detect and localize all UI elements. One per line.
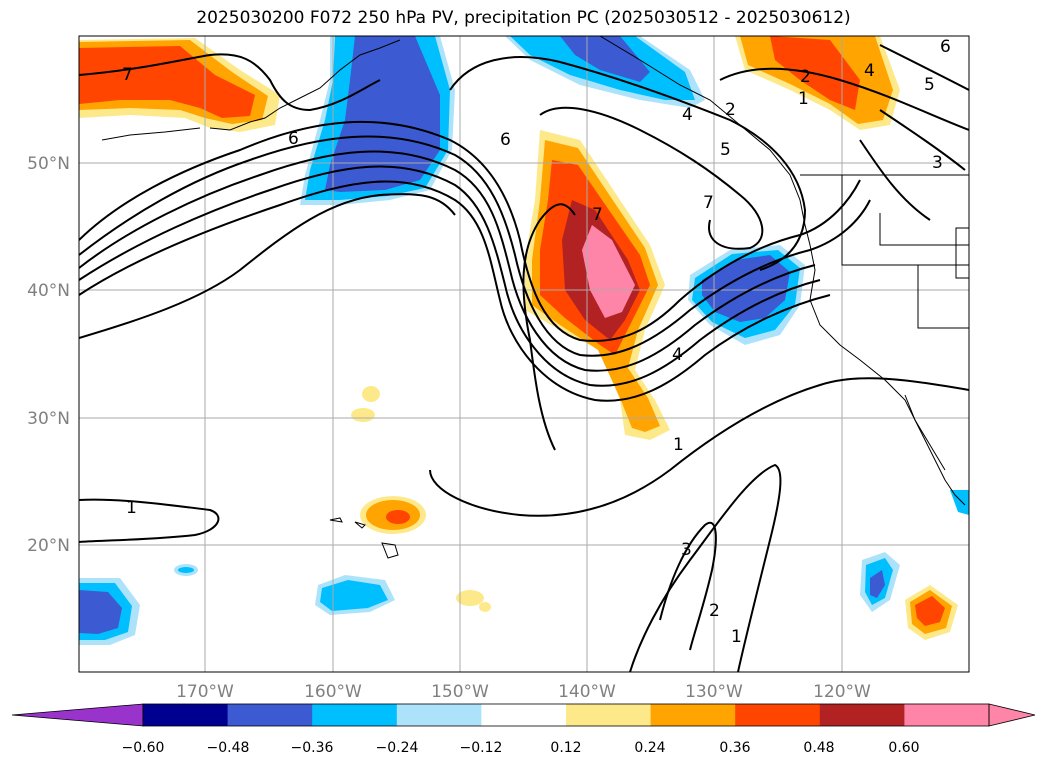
- contour-label: 2: [725, 100, 736, 120]
- pv-contours: [79, 44, 969, 672]
- contour-label: 4: [672, 345, 683, 365]
- contour-label: 1: [673, 435, 684, 455]
- precip-anomaly-southeast: [860, 490, 969, 640]
- contour-label: 2: [709, 601, 720, 621]
- colorbar-tick-label: 0.24: [634, 740, 665, 756]
- longitude-labels: 170°W 160°W 150°W 140°W 130°W 120°W: [176, 682, 871, 702]
- contour-label: 4: [864, 61, 875, 81]
- colorbar-segment: [566, 704, 652, 726]
- colorbar-tick-label: −0.24: [376, 740, 419, 756]
- colorbar-segment: [143, 704, 229, 726]
- lat-label-20n: 20°N: [27, 536, 70, 556]
- precip-anomaly-southwest: [79, 578, 140, 645]
- contour-label: 3: [932, 153, 943, 173]
- contour-label: 7: [122, 65, 133, 85]
- contour-label: 1: [731, 627, 742, 647]
- contour-label: 6: [500, 130, 511, 150]
- colorbar-tick-label: 0.36: [719, 740, 750, 756]
- colorbar-tick-label: 0.48: [803, 740, 834, 756]
- colorbar-segment: [312, 704, 398, 726]
- colorbar-segment: [481, 704, 567, 726]
- contour-label: 5: [720, 140, 731, 160]
- colorbar-tick-label: −0.36: [291, 740, 334, 756]
- contour-label: 1: [798, 89, 809, 109]
- colorbar-segment: [650, 704, 736, 726]
- lon-label-170w: 170°W: [176, 682, 234, 702]
- colorbar-extend-right: [988, 703, 1036, 727]
- gridlines: [79, 36, 969, 672]
- latitude-labels: 50°N 40°N 30°N 20°N: [27, 154, 70, 556]
- lon-label-140w: 140°W: [558, 682, 616, 702]
- colorbar-segment: [735, 704, 821, 726]
- precip-anomaly-central-strong: [525, 130, 670, 440]
- contour-label: 4: [682, 105, 693, 125]
- contour-label: 6: [288, 129, 299, 149]
- contour-labels: 7 6 6 7 7 4 1 1 3 2 1 2 4 5 3 1 2 4 5 6: [122, 37, 951, 647]
- contour-label: 3: [681, 540, 692, 560]
- lat-label-30n: 30°N: [27, 409, 70, 429]
- precip-anomaly-south-central: [315, 575, 395, 615]
- contour-label: 5: [924, 75, 935, 95]
- colorbar-outline: [142, 703, 990, 727]
- colorbar-segment: [396, 704, 482, 726]
- colorbar-tick-label: −0.12: [460, 740, 503, 756]
- precip-anomaly-northwest: [79, 38, 280, 132]
- contour-label: 6: [940, 37, 951, 57]
- colorbar-segment: [227, 704, 313, 726]
- lon-label-160w: 160°W: [304, 682, 362, 702]
- colorbar-segment: [819, 704, 905, 726]
- map-plot-area: 7 6 6 7 7 4 1 1 3 2 1 2 4 5 3 1 2 4 5 6: [78, 35, 970, 673]
- lat-label-50n: 50°N: [27, 154, 70, 174]
- colorbar-tick-label: −0.60: [122, 740, 165, 756]
- colorbar-extend-left: [11, 703, 144, 727]
- precip-anomaly-gulf-alaska: [505, 36, 705, 108]
- colorbar-tick-label: 0.12: [550, 740, 581, 756]
- colorbar-labels: −0.60 −0.48 −0.36 −0.24 −0.12 0.12 0.24 …: [122, 740, 920, 756]
- colorbar-tick-label: 0.60: [888, 740, 919, 756]
- contour-label: 1: [126, 498, 137, 518]
- map-title: 2025030200 F072 250 hPa PV, precipitatio…: [196, 8, 851, 28]
- contour-label: 7: [592, 205, 603, 225]
- colorbar-segment: [904, 704, 990, 726]
- lon-label-120w: 120°W: [813, 682, 871, 702]
- lat-label-40n: 40°N: [27, 281, 70, 301]
- colorbar-tick-label: −0.48: [207, 740, 250, 756]
- contour-label: 7: [703, 193, 714, 213]
- lon-label-150w: 150°W: [431, 682, 489, 702]
- lon-label-130w: 130°W: [685, 682, 743, 702]
- contour-label: 2: [800, 67, 811, 87]
- colorbar: [11, 703, 1036, 727]
